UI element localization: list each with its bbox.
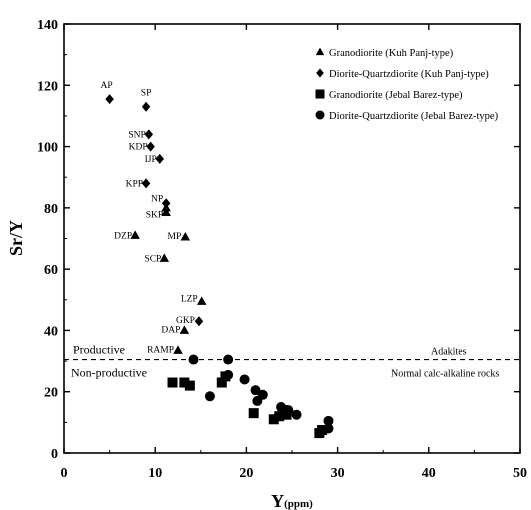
circle-marker xyxy=(204,391,215,402)
normal-calc-alkaline-label: Normal calc-alkaline rocks xyxy=(391,369,499,380)
x-tick-label: 30 xyxy=(331,466,345,481)
triangle-marker xyxy=(179,325,190,334)
point-label: GKP xyxy=(176,316,195,326)
y-tick-label: 60 xyxy=(44,263,58,278)
triangle-marker xyxy=(196,296,207,305)
y-tick-label: 0 xyxy=(51,447,58,462)
point-label: IJP xyxy=(145,155,157,165)
legend-entry-label: Granodiorite (Kuh Panj-type) xyxy=(329,48,454,59)
point-label: RAMP xyxy=(147,345,174,355)
x-tick-label: 10 xyxy=(148,466,162,481)
diamond-marker xyxy=(155,153,165,164)
point-label: KDP xyxy=(129,143,148,153)
region-annotations: Productive Non-productive Adakites Norma… xyxy=(71,343,499,380)
point-label: SNP xyxy=(128,130,145,140)
y-tick-label: 20 xyxy=(44,386,58,401)
axis-titles: Y(ppm) Sr/Y xyxy=(6,220,313,510)
square-marker xyxy=(184,380,195,391)
x-axis-title: Y(ppm) xyxy=(271,491,313,510)
diamond-marker xyxy=(141,178,151,189)
y-tick-label: 120 xyxy=(37,79,58,94)
circle-marker xyxy=(323,415,334,426)
point-label: SP xyxy=(141,89,152,99)
triangle-marker xyxy=(180,231,191,241)
point-label: AP xyxy=(101,81,113,91)
legend-entry-label: Granodiorite (Jebal Barez-type) xyxy=(329,90,463,101)
x-tick-label: 20 xyxy=(239,466,253,481)
square-marker xyxy=(216,377,227,388)
non-productive-label: Non-productive xyxy=(71,366,147,380)
triangle-marker xyxy=(159,253,170,262)
y-tick-label: 40 xyxy=(44,324,58,339)
circle-marker xyxy=(291,409,302,420)
diamond-marker xyxy=(316,68,324,78)
point-label: MP xyxy=(168,232,182,242)
triangle-marker xyxy=(173,345,183,354)
circle-marker xyxy=(188,354,199,365)
square-marker xyxy=(315,89,325,99)
triangle-marker xyxy=(161,207,171,216)
diamond-marker xyxy=(141,101,151,112)
point-label: SCP xyxy=(144,254,161,264)
circle-marker xyxy=(223,354,234,365)
legend-entry-label: Diorite-Quartzdiorite (Jebal Barez-type) xyxy=(329,111,499,122)
y-axis-title: Sr/Y xyxy=(6,220,26,256)
circle-marker xyxy=(315,110,325,120)
point-label: LZP xyxy=(181,294,198,304)
circle-marker xyxy=(323,423,334,434)
diamond-marker xyxy=(161,198,171,209)
square-marker xyxy=(268,414,279,425)
productive-label: Productive xyxy=(73,343,125,357)
x-axis-title-sub: (ppm) xyxy=(284,498,313,510)
circle-marker xyxy=(239,374,250,385)
circle-marker xyxy=(250,385,261,396)
square-marker xyxy=(274,411,285,422)
point-label: DAP xyxy=(161,325,180,335)
y-tick-label: 100 xyxy=(37,141,58,156)
legend-entry-label: Diorite-Quartzdiorite (Kuh Panj-type) xyxy=(329,69,489,80)
diamond-marker xyxy=(144,129,154,140)
x-tick-label: 50 xyxy=(513,466,527,481)
triangle-marker xyxy=(130,230,140,239)
diamond-marker xyxy=(146,141,155,152)
point-label: NP xyxy=(151,194,163,204)
point-label: DZP xyxy=(114,231,132,241)
y-tick-label: 140 xyxy=(37,18,58,33)
axes: 0 10 20 30 40 50 0 20 40 60 80 100 120 140 xyxy=(37,18,527,481)
square-marker xyxy=(317,425,328,436)
circle-marker xyxy=(257,389,268,400)
point-label: SKP xyxy=(146,210,163,220)
x-axis-title-main: Y xyxy=(271,491,284,510)
x-tick-label: 0 xyxy=(61,466,68,481)
x-tick-label: 40 xyxy=(422,466,436,481)
diamond-marker xyxy=(194,316,204,327)
point-label: KPP xyxy=(126,179,143,189)
circle-marker xyxy=(283,405,294,416)
diamond-marker xyxy=(105,94,114,105)
circle-marker xyxy=(223,369,234,380)
y-tick-label: 80 xyxy=(44,202,58,217)
square-marker xyxy=(248,408,259,419)
data-points xyxy=(105,94,334,439)
legend: Granodiorite (Kuh Panj-type) Diorite-Quar… xyxy=(315,47,499,122)
triangle-marker xyxy=(315,47,325,56)
square-marker xyxy=(179,377,190,388)
adakites-label: Adakites xyxy=(431,347,467,358)
square-marker xyxy=(167,377,178,388)
